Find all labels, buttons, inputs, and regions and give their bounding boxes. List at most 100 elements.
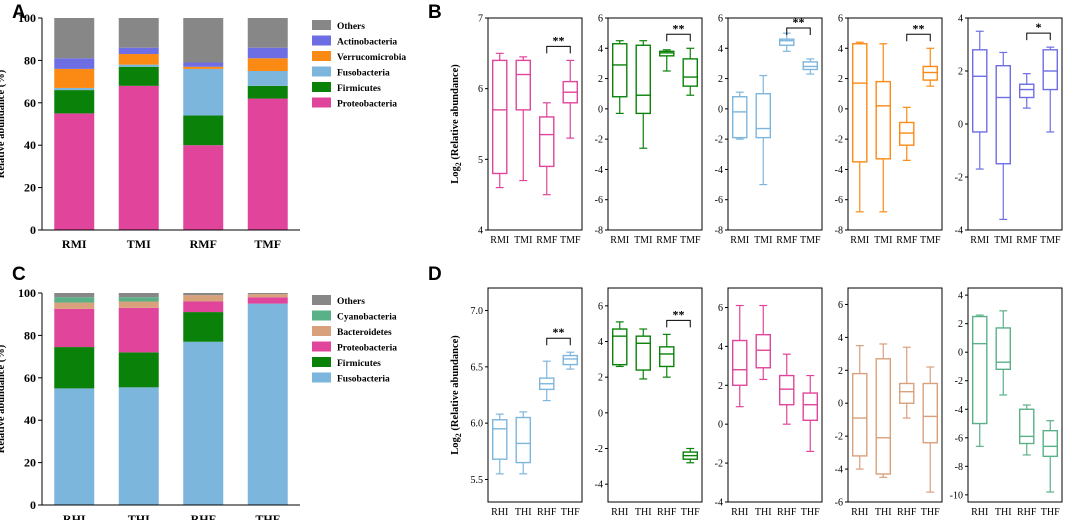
y-tick-label: 6 bbox=[478, 84, 483, 95]
x-tick-label: TMF bbox=[800, 235, 821, 246]
box-iqr bbox=[515, 416, 532, 464]
x-tick-label: THI bbox=[755, 507, 772, 518]
x-tick-label: RMF bbox=[896, 235, 918, 246]
y-tick-label: 6.0 bbox=[471, 419, 484, 430]
y-tick-label: 2 bbox=[598, 74, 603, 85]
x-tick-label: TMI bbox=[994, 235, 1012, 246]
box-iqr bbox=[779, 374, 795, 406]
y-tick-label: -2 bbox=[835, 432, 843, 443]
y-tick-label: 0 bbox=[718, 104, 723, 115]
stack-segment bbox=[183, 68, 224, 116]
y-axis-title-log: Log bbox=[450, 437, 461, 455]
y-tick-label: 4 bbox=[838, 333, 843, 344]
y-tick-label: 40 bbox=[24, 413, 36, 427]
significance-bracket bbox=[906, 33, 931, 42]
stack-segment bbox=[54, 18, 95, 59]
y-tick-label: 0 bbox=[838, 104, 843, 115]
box-iqr bbox=[995, 327, 1012, 371]
x-tick-label: RMF bbox=[776, 235, 798, 246]
y-tick-label: -6 bbox=[595, 195, 603, 206]
legend-label: Others bbox=[337, 22, 365, 32]
significance-label: ** bbox=[553, 33, 565, 47]
y-tick-label: 4 bbox=[958, 14, 963, 25]
panel-label-c: C bbox=[12, 264, 26, 285]
y-tick-label: 0 bbox=[838, 399, 843, 410]
y-tick-label: 2 bbox=[838, 366, 843, 377]
plot-frame bbox=[607, 17, 703, 231]
y-tick-label: 0 bbox=[30, 498, 36, 512]
box-iqr bbox=[875, 80, 892, 160]
x-tick-label: THF bbox=[561, 507, 580, 518]
x-tick-label: TMI bbox=[874, 235, 892, 246]
legend-label: Fusobacteria bbox=[337, 375, 390, 385]
significance-bracket bbox=[786, 27, 811, 35]
plot-frame bbox=[847, 17, 943, 231]
stack-segment bbox=[118, 352, 159, 388]
y-tick-label: 0 bbox=[30, 223, 36, 237]
stack-segment bbox=[118, 66, 159, 86]
significance-label: ** bbox=[913, 21, 925, 35]
x-tick-label: THF bbox=[1041, 507, 1060, 518]
box-iqr bbox=[612, 43, 628, 98]
box-iqr bbox=[1019, 408, 1035, 445]
plot-frame bbox=[607, 287, 703, 503]
y-tick-label: 100 bbox=[18, 11, 36, 25]
box-iqr bbox=[562, 354, 579, 366]
stack-segment bbox=[54, 388, 95, 505]
y-tick-label: -6 bbox=[955, 433, 963, 444]
y-tick-label: 2 bbox=[718, 381, 723, 392]
x-tick-label: RMF bbox=[190, 237, 217, 251]
y-tick-label: 6 bbox=[598, 14, 603, 25]
y-tick-label: 20 bbox=[24, 181, 36, 195]
stack-segment bbox=[183, 62, 224, 67]
stack-segment bbox=[118, 387, 159, 505]
y-tick-label: 6 bbox=[838, 300, 843, 311]
y-tick-label: 0 bbox=[598, 408, 603, 419]
y-tick-label: 4 bbox=[598, 337, 603, 348]
y-axis-title: Log2 (Relative abundance) bbox=[450, 64, 463, 184]
x-tick-label: THI bbox=[995, 507, 1012, 518]
panel-label-b: B bbox=[428, 2, 442, 23]
stack-segment bbox=[247, 47, 288, 59]
stack-segment bbox=[183, 115, 224, 146]
box-iqr bbox=[635, 44, 652, 115]
legend-label: Others bbox=[337, 297, 365, 307]
box-iqr bbox=[515, 59, 532, 111]
stack-segment bbox=[118, 297, 159, 302]
box-iqr bbox=[899, 382, 915, 404]
legend-swatch bbox=[312, 357, 331, 367]
y-tick-label: -6 bbox=[715, 195, 723, 206]
stack-segment bbox=[183, 66, 224, 69]
legend-swatch bbox=[312, 82, 331, 92]
stack-segment bbox=[54, 68, 95, 88]
y-axis-title: Relative abundance (%) bbox=[0, 69, 7, 178]
box-iqr bbox=[972, 49, 988, 133]
panel-label-d: D bbox=[428, 264, 442, 285]
y-tick-label: 60 bbox=[24, 371, 36, 385]
box-iqr bbox=[492, 419, 508, 460]
box-iqr bbox=[732, 339, 748, 386]
y-axis-title-subscript: 2 bbox=[454, 433, 463, 437]
y-tick-label: 0 bbox=[958, 348, 963, 359]
legend-label: Cyanobacteria bbox=[337, 313, 397, 323]
box-iqr bbox=[1042, 429, 1058, 458]
legend-label: Firmicutes bbox=[337, 359, 381, 369]
significance-label: * bbox=[1036, 20, 1042, 34]
y-tick-label: 4 bbox=[838, 44, 843, 55]
box-iqr bbox=[635, 335, 652, 371]
stack-segment bbox=[247, 71, 288, 86]
y-tick-label: 5 bbox=[478, 155, 483, 166]
significance-bracket bbox=[666, 33, 691, 42]
y-tick-label: -10 bbox=[950, 490, 963, 501]
y-tick-label: 80 bbox=[24, 53, 36, 67]
box-iqr bbox=[922, 65, 939, 81]
legend-swatch bbox=[312, 341, 331, 352]
significance-bracket bbox=[1026, 32, 1051, 41]
y-tick-label: 4 bbox=[718, 342, 723, 353]
plot-frame bbox=[967, 287, 1063, 503]
y-tick-label: 100 bbox=[18, 286, 36, 300]
box-iqr bbox=[779, 38, 795, 46]
y-tick-label: 0 bbox=[598, 104, 603, 115]
